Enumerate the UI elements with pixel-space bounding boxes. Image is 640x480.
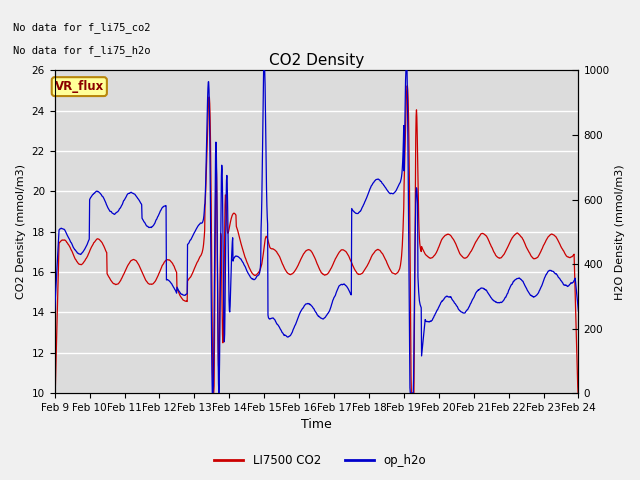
Text: VR_flux: VR_flux bbox=[54, 80, 104, 93]
Legend: LI7500 CO2, op_h2o: LI7500 CO2, op_h2o bbox=[209, 449, 431, 472]
Title: CO2 Density: CO2 Density bbox=[269, 53, 364, 68]
Text: No data for f_li75_h2o: No data for f_li75_h2o bbox=[13, 45, 150, 56]
Y-axis label: CO2 Density (mmol/m3): CO2 Density (mmol/m3) bbox=[16, 164, 26, 300]
X-axis label: Time: Time bbox=[301, 419, 332, 432]
Y-axis label: H2O Density (mmol/m3): H2O Density (mmol/m3) bbox=[615, 164, 625, 300]
Text: No data for f_li75_co2: No data for f_li75_co2 bbox=[13, 22, 150, 33]
